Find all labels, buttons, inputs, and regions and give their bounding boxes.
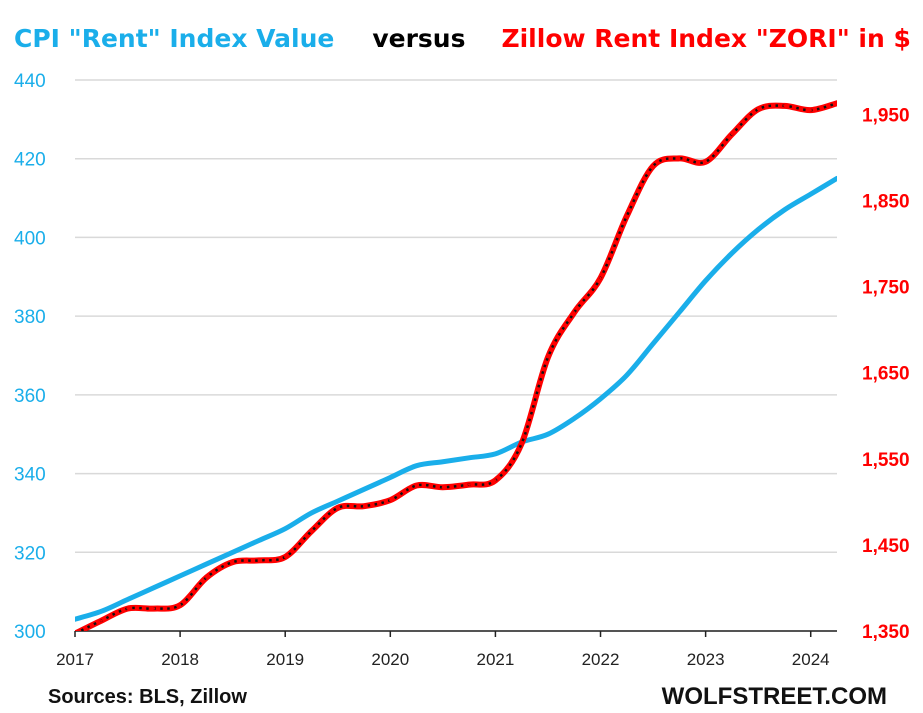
zori-line [75,100,837,631]
source-note: Sources: BLS, Zillow [48,686,247,708]
cpi-data-point [809,192,812,196]
cpi-data-point [494,452,497,456]
x-tick-label: 2021 [476,650,514,669]
cpi-data-point [205,562,208,566]
cpi-data-point [415,464,418,467]
title-zori: Zillow Rent Index "ZORI" in $ [501,24,911,53]
cpi-data-point [284,527,287,530]
y-left-tick-label: 320 [14,543,46,564]
y-right-tick-label: 1,350 [862,622,910,643]
zori-data-point [783,104,786,108]
x-tick-label: 2017 [56,650,94,669]
title-cpi: CPI "Rent" Index Value [14,24,335,53]
zori-data-point [573,311,576,314]
zori-data-point [678,157,681,160]
cpi-data-point [625,373,628,377]
plot-area [75,100,837,631]
cpi-data-point [730,251,734,255]
cpi-data-point [389,476,392,479]
zori-data-point [467,483,471,486]
y-left-tick-label: 420 [14,150,46,171]
zori-data-point [231,560,234,564]
zori-data-point [704,160,707,163]
y-left-ticks: 300 320 340 360 380 400 420 440 [14,71,46,643]
zori-data-point [599,276,602,280]
y-left-tick-label: 380 [14,307,46,328]
zori-data-point [336,506,339,510]
y-right-tick-label: 1,450 [862,536,910,557]
zori-data-point [415,484,418,487]
y-right-tick-label: 1,650 [862,364,910,385]
zori-data-point [835,102,837,105]
zori-data-point [651,164,655,168]
x-tick-label: 2024 [792,650,830,669]
x-tick-label: 2022 [582,650,620,669]
zori-data-point [809,108,812,112]
x-tick-label: 2019 [266,650,304,669]
y-left-tick-label: 300 [14,622,46,643]
zori-data-point [205,576,208,579]
brand-label: WOLFSTREET.COM [661,683,887,710]
zori-data-point [625,214,628,218]
zori-data-point [494,479,497,482]
y-left-tick-label: 440 [14,71,46,92]
cpi-data-point [100,610,103,613]
cpi-data-point [362,488,366,491]
cpi-data-point [231,551,234,554]
cpi-data-point [310,511,313,515]
cpi-data-point [152,586,156,589]
y-left-tick-label: 340 [14,465,46,486]
zori-data-point [389,498,392,502]
cpi-data-point [651,342,655,345]
y-right-tick-label: 1,850 [862,192,910,213]
zori-data-point [310,529,313,533]
zori-data-point [520,442,523,445]
chart-title: CPI "Rent" Index Value versus Zillow Rent … [14,24,911,53]
zori-data-point [730,133,734,136]
cpi-data-point [704,279,707,282]
y-left-tick-label: 400 [14,228,46,249]
zori-data-point [362,504,366,508]
cpi-data-point [756,228,760,231]
cpi-data-point [257,539,261,542]
cpi-data-point [599,397,602,400]
title-versus: versus [372,24,466,53]
y-right-tick-label: 1,950 [862,105,910,126]
zori-data-point [126,607,129,610]
y-right-tick-label: 1,550 [862,450,910,471]
zori-data-point [257,559,261,562]
x-tick-label: 2018 [161,650,199,669]
cpi-data-point [75,617,77,621]
cpi-data-point [467,456,471,460]
zori-data-point [546,356,550,359]
cpi-data-point [783,208,786,212]
x-tick-label: 2020 [371,650,409,669]
cpi-data-point [126,598,129,601]
cpi-data-point [546,433,550,436]
y-right-ticks: 1,350 1,450 1,550 1,650 1,750 1,850 1,950 [862,105,910,643]
y-left-tick-label: 360 [14,386,46,407]
gridlines [75,79,837,632]
cpi-data-point [441,460,445,463]
zori-data-point [441,486,445,489]
zori-data-point [178,603,182,607]
cpi-rent-line [75,175,837,622]
cpi-data-point [678,311,681,314]
x-tick-label: 2023 [687,650,725,669]
zori-data-point [100,619,103,622]
zori-data-point [152,607,156,610]
zori-data-point [756,108,760,111]
zori-dotted-overlay [77,102,837,631]
cpi-data-point [178,574,182,578]
y-right-tick-label: 1,750 [862,278,910,299]
x-ticks: 2017 2018 2019 2020 2021 2022 2023 2024 [56,631,830,669]
cpi-data-point [573,417,576,420]
cpi-data-point [835,177,837,180]
cpi-data-point [336,499,339,503]
zori-data-point [284,555,287,559]
